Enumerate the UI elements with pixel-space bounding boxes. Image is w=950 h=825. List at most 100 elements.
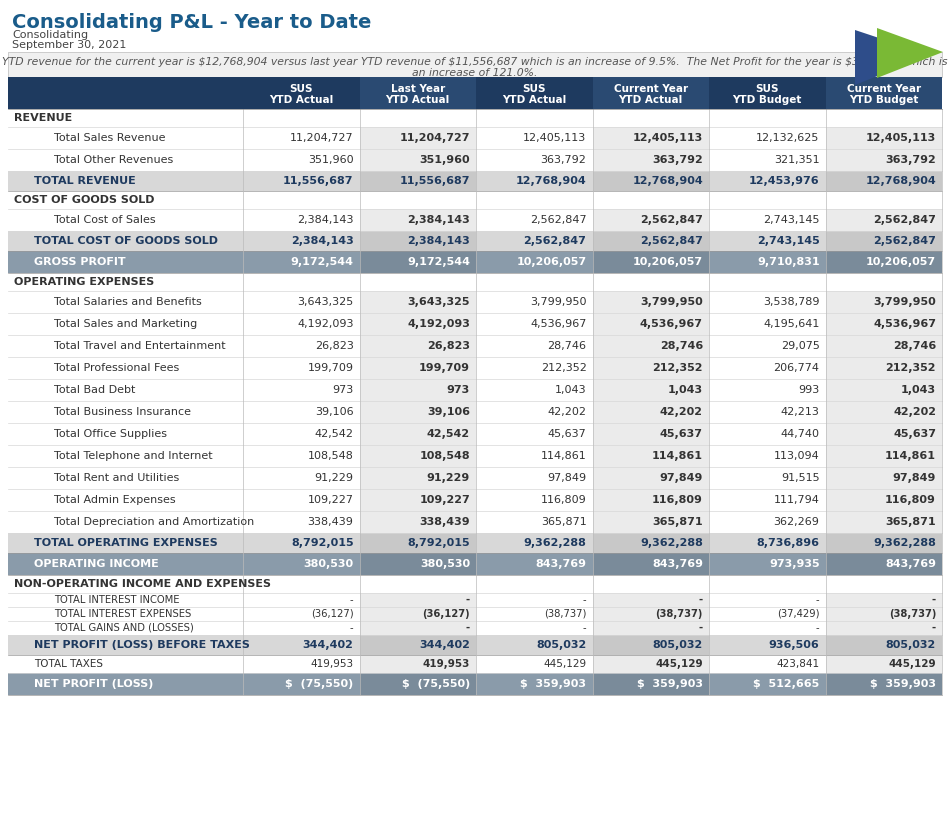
Bar: [593, 593, 709, 607]
Text: YTD Actual: YTD Actual: [503, 95, 566, 105]
Text: $  359,903: $ 359,903: [637, 679, 703, 689]
Bar: [359, 209, 476, 231]
Text: 445,129: 445,129: [888, 659, 936, 669]
Text: 843,769: 843,769: [536, 559, 586, 569]
Bar: [593, 171, 709, 191]
Text: 108,548: 108,548: [419, 451, 470, 461]
Text: Total Salaries and Benefits: Total Salaries and Benefits: [54, 297, 201, 307]
Bar: [359, 593, 476, 607]
Text: 28,746: 28,746: [547, 341, 586, 351]
Text: 4,192,093: 4,192,093: [297, 319, 353, 329]
Bar: [359, 533, 476, 553]
Bar: [593, 655, 709, 673]
Text: 9,710,831: 9,710,831: [757, 257, 820, 267]
Text: 11,556,687: 11,556,687: [400, 176, 470, 186]
Bar: [8, 489, 942, 511]
Text: 42,202: 42,202: [660, 407, 703, 417]
Text: 993: 993: [798, 385, 820, 395]
Text: 42,202: 42,202: [547, 407, 586, 417]
Text: Total Business Insurance: Total Business Insurance: [54, 407, 191, 417]
Text: 12,768,904: 12,768,904: [516, 176, 586, 186]
Text: YTD Budget: YTD Budget: [849, 95, 919, 105]
Bar: [593, 291, 709, 313]
Bar: [359, 621, 476, 635]
Text: 445,129: 445,129: [656, 659, 703, 669]
Text: 423,841: 423,841: [776, 659, 820, 669]
Bar: [826, 553, 942, 575]
Bar: [826, 489, 942, 511]
Text: 9,362,288: 9,362,288: [523, 538, 586, 548]
Text: 12,405,113: 12,405,113: [523, 133, 586, 143]
Text: 212,352: 212,352: [541, 363, 586, 373]
Bar: [593, 273, 709, 291]
Text: Total Rent and Utilities: Total Rent and Utilities: [54, 473, 180, 483]
Text: 9,362,288: 9,362,288: [640, 538, 703, 548]
Text: 29,075: 29,075: [781, 341, 820, 351]
Text: 1,043: 1,043: [668, 385, 703, 395]
Text: -: -: [699, 623, 703, 633]
Text: Current Year: Current Year: [846, 84, 921, 94]
Bar: [593, 149, 709, 171]
Text: -: -: [932, 623, 936, 633]
Text: 419,953: 419,953: [311, 659, 353, 669]
Text: (38,737): (38,737): [544, 609, 586, 619]
Text: NET PROFIT (LOSS) BEFORE TAXES: NET PROFIT (LOSS) BEFORE TAXES: [34, 640, 250, 650]
Text: $  (75,550): $ (75,550): [285, 679, 353, 689]
Text: 116,809: 116,809: [885, 495, 936, 505]
Bar: [826, 357, 942, 379]
Text: 445,129: 445,129: [543, 659, 586, 669]
Text: 805,032: 805,032: [885, 640, 936, 650]
Text: 2,562,847: 2,562,847: [640, 215, 703, 225]
Text: 44,740: 44,740: [781, 429, 820, 439]
Bar: [8, 401, 942, 423]
Text: 344,402: 344,402: [419, 640, 470, 650]
Text: -: -: [816, 623, 820, 633]
Text: 199,709: 199,709: [419, 363, 470, 373]
Text: -: -: [583, 623, 586, 633]
Text: 114,861: 114,861: [541, 451, 586, 461]
Text: SUS: SUS: [522, 84, 546, 94]
Bar: [593, 511, 709, 533]
Text: 363,792: 363,792: [541, 155, 586, 165]
Text: 2,743,145: 2,743,145: [757, 236, 820, 246]
Text: 109,227: 109,227: [419, 495, 470, 505]
Bar: [593, 191, 709, 209]
Bar: [826, 273, 942, 291]
Bar: [359, 291, 476, 313]
Text: 2,562,847: 2,562,847: [523, 236, 586, 246]
Text: 363,792: 363,792: [653, 155, 703, 165]
Bar: [359, 231, 476, 251]
Text: 362,269: 362,269: [773, 517, 820, 527]
Text: 97,849: 97,849: [547, 473, 586, 483]
Text: 2,384,143: 2,384,143: [291, 236, 353, 246]
Text: 91,515: 91,515: [781, 473, 820, 483]
Text: 2,384,143: 2,384,143: [297, 215, 353, 225]
Text: 843,769: 843,769: [885, 559, 936, 569]
Bar: [593, 335, 709, 357]
Bar: [826, 313, 942, 335]
Text: 351,960: 351,960: [308, 155, 353, 165]
Text: 114,861: 114,861: [885, 451, 936, 461]
Text: 3,799,950: 3,799,950: [873, 297, 936, 307]
Text: Total Travel and Entertainment: Total Travel and Entertainment: [54, 341, 226, 351]
Bar: [8, 313, 942, 335]
Text: 2,562,847: 2,562,847: [873, 236, 936, 246]
Text: (36,127): (36,127): [423, 609, 470, 619]
Bar: [8, 149, 942, 171]
Polygon shape: [877, 28, 943, 78]
Text: 42,542: 42,542: [427, 429, 470, 439]
Text: -: -: [816, 595, 820, 605]
Bar: [826, 593, 942, 607]
Text: 42,213: 42,213: [781, 407, 820, 417]
Text: 3,799,950: 3,799,950: [640, 297, 703, 307]
Text: 97,849: 97,849: [893, 473, 936, 483]
Text: 365,871: 365,871: [653, 517, 703, 527]
Text: 2,384,143: 2,384,143: [408, 236, 470, 246]
Text: -: -: [466, 623, 470, 633]
Text: (36,127): (36,127): [311, 609, 353, 619]
Text: 26,823: 26,823: [427, 341, 470, 351]
Bar: [593, 127, 709, 149]
Text: Total Depreciation and Amortization: Total Depreciation and Amortization: [54, 517, 255, 527]
Text: SUS: SUS: [290, 84, 313, 94]
Bar: [359, 423, 476, 445]
